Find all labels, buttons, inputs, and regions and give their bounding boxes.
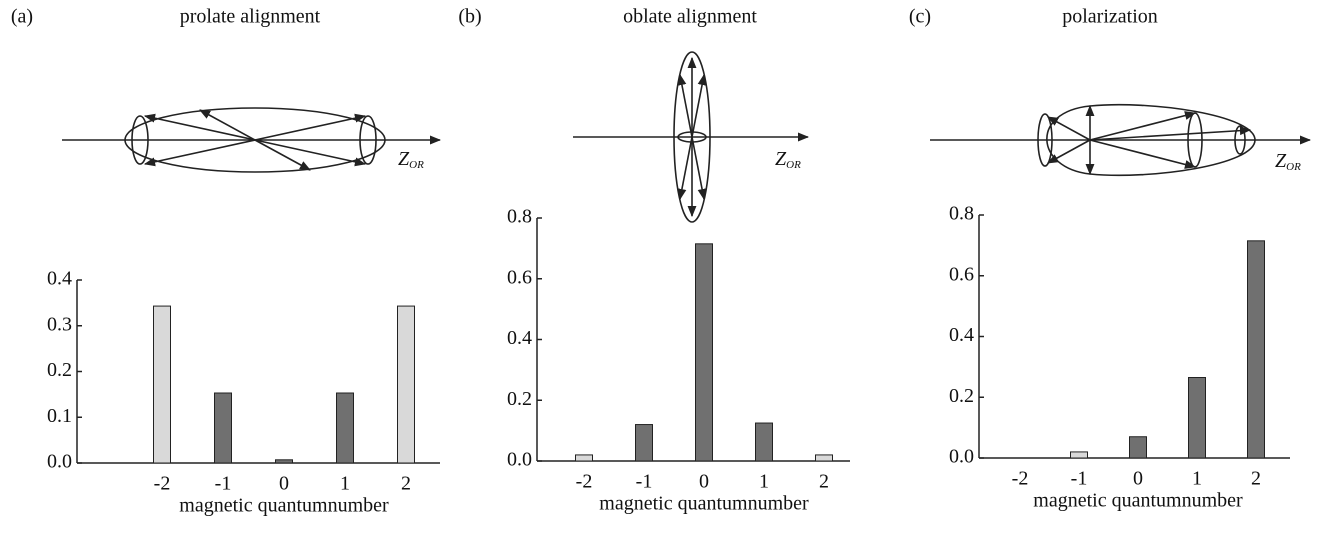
x-tick-label: 0 [1133, 468, 1143, 490]
y-tick-label: 0.8 [507, 206, 532, 228]
y-tick-label: 0.4 [949, 324, 974, 346]
x-tick-label: -2 [154, 473, 171, 495]
x-tick-label: -2 [1012, 468, 1029, 490]
y-tick-label: 0.1 [47, 405, 72, 427]
y-tick-label: 0.6 [507, 266, 532, 288]
axis-subscript: OR [786, 159, 801, 171]
panel-title: polarization [1062, 6, 1158, 28]
bar [1248, 241, 1265, 458]
bar [576, 455, 593, 461]
x-tick-label: -1 [215, 473, 232, 495]
bar [1130, 437, 1147, 458]
diagram-axis-label: ZOR [1275, 150, 1301, 173]
y-tick-label: 0.8 [949, 203, 974, 225]
x-tick-label: 0 [279, 473, 289, 495]
x-tick-label: 2 [819, 471, 829, 493]
y-tick-label: 0.0 [949, 446, 974, 468]
x-axis-label: magnetic quantumnumber [599, 493, 809, 515]
y-tick-label: 0.4 [47, 268, 72, 290]
bar [756, 423, 773, 461]
diagram-axis-label: ZOR [775, 148, 801, 171]
x-tick-label: -2 [576, 471, 593, 493]
panel-label: (c) [909, 6, 931, 28]
panel-title: prolate alignment [180, 6, 321, 28]
diagram-axis-label: ZOR [398, 148, 424, 171]
axis-subscript: OR [409, 159, 424, 171]
y-tick-label: 0.3 [47, 313, 72, 335]
panel-label: (a) [11, 6, 33, 28]
bar [1189, 378, 1206, 458]
oblate-diagram [573, 52, 808, 222]
x-tick-label: -1 [636, 471, 653, 493]
bar [398, 306, 415, 463]
y-tick-label: 0.6 [949, 263, 974, 285]
x-tick-label: 1 [759, 471, 769, 493]
y-tick-label: 0.4 [507, 327, 532, 349]
x-axis-label: magnetic quantumnumber [179, 495, 389, 517]
bar [337, 393, 354, 463]
x-tick-label: 1 [1192, 468, 1202, 490]
x-tick-label: 0 [699, 471, 709, 493]
panel-title: oblate alignment [623, 6, 757, 28]
bar [636, 425, 653, 461]
bar [816, 455, 833, 461]
panel-label: (b) [458, 6, 481, 28]
x-axis-label: magnetic quantumnumber [1033, 490, 1243, 512]
polarization-diagram [930, 105, 1310, 176]
bar [154, 306, 171, 463]
bar [1071, 452, 1088, 458]
y-tick-label: 0.0 [47, 451, 72, 473]
figure: (a) prolate alignment ZOR 0.0 0.1 0.2 0.3 0.4 -2… [0, 0, 1342, 533]
y-tick-label: 0.0 [507, 449, 532, 471]
bar [215, 393, 232, 463]
axis-subscript: OR [1286, 161, 1301, 173]
x-tick-label: 2 [1251, 468, 1261, 490]
y-tick-label: 0.2 [949, 385, 974, 407]
bar [276, 460, 293, 463]
x-tick-label: 1 [340, 473, 350, 495]
bar [696, 244, 713, 461]
x-tick-label: -1 [1071, 468, 1088, 490]
prolate-diagram [62, 108, 440, 172]
y-tick-label: 0.2 [507, 388, 532, 410]
y-tick-label: 0.2 [47, 359, 72, 381]
x-tick-label: 2 [401, 473, 411, 495]
